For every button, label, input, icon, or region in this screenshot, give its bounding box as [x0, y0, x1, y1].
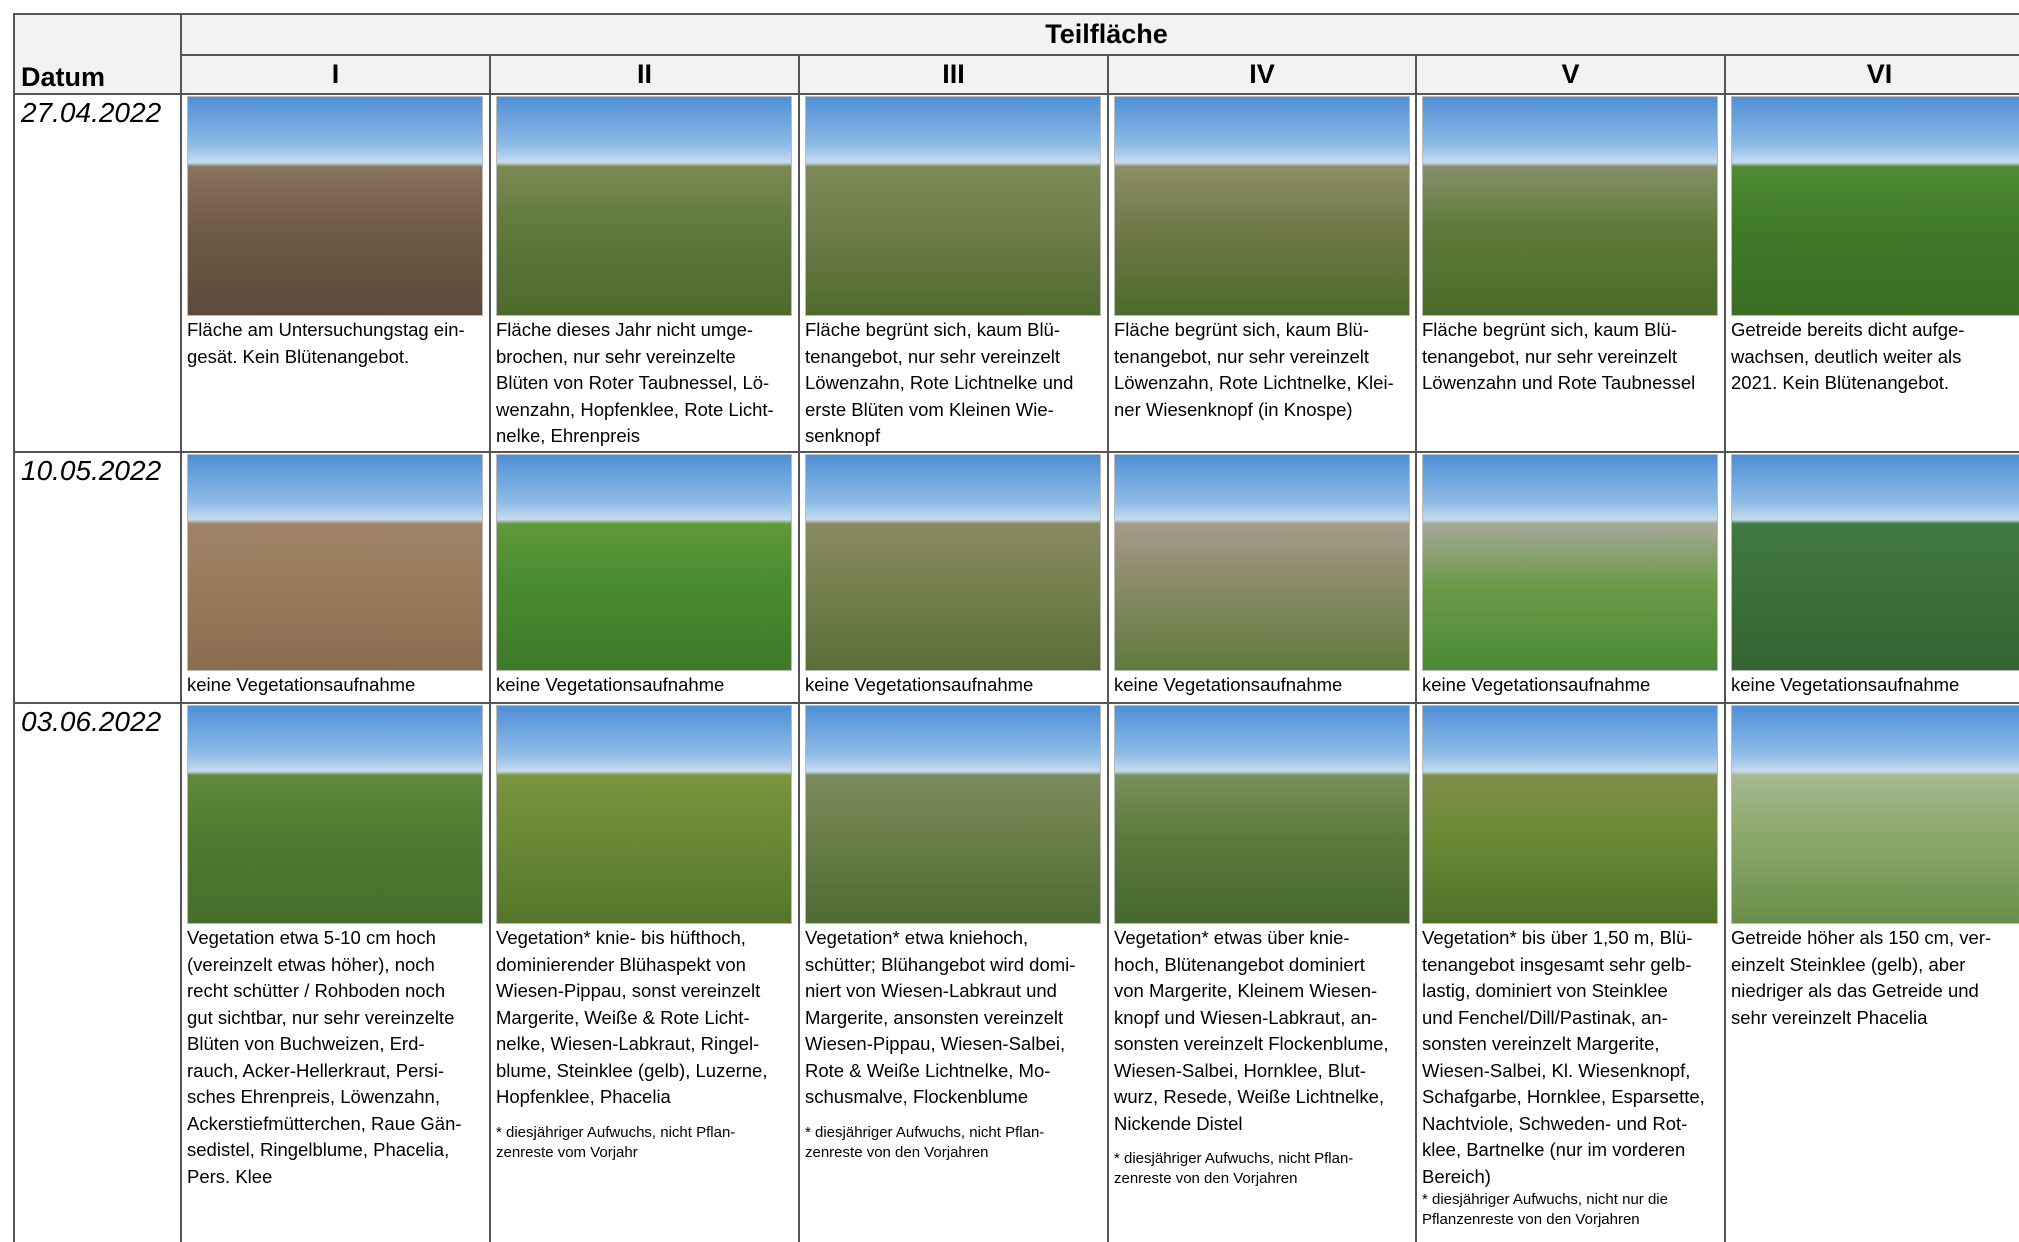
cell-text: Vegetation etwa 5-10 cm hoch (vereinzelt… — [187, 927, 462, 1187]
cell-text: keine Vegetationsaufnahme — [1114, 674, 1343, 695]
photo — [496, 96, 792, 316]
cell-text: keine Vegetationsaufnahme — [805, 674, 1034, 695]
date-cell: 10.05.2022 — [13, 451, 182, 704]
photo — [1114, 705, 1410, 924]
photo — [1422, 454, 1718, 671]
photo — [496, 705, 792, 924]
photo — [805, 705, 1101, 924]
cell-text: Fläche begrünt sich, kaum Blü- tenangebo… — [805, 319, 1074, 446]
cell-text: Fläche begrünt sich, kaum Blü- tenangebo… — [1422, 319, 1696, 393]
photo — [1114, 454, 1410, 671]
photo — [187, 705, 483, 924]
photo — [1731, 705, 2019, 924]
photo — [1731, 96, 2019, 316]
column-header: IV — [1107, 54, 1417, 95]
photo — [1422, 705, 1718, 924]
cell-text: Fläche begrünt sich, kaum Blü- tenangebo… — [1114, 319, 1394, 420]
cell-text: Fläche dieses Jahr nicht umge- brochen, … — [496, 319, 774, 446]
cell-text: Vegetation* etwas über knie- hoch, Blüte… — [1114, 925, 1414, 1189]
footnote: * diesjähriger Aufwuchs, nicht Pflan- ze… — [1114, 1150, 1354, 1187]
photo — [1731, 454, 2019, 671]
footnote: * diesjähriger Aufwuchs, nicht Pflan- ze… — [805, 1123, 1045, 1161]
column-header: III — [798, 54, 1109, 95]
cell-text: Getreide bereits dicht aufge- wachsen, d… — [1731, 319, 1965, 393]
table-cell — [1724, 702, 2019, 1242]
column-header: VI — [1724, 54, 2019, 95]
photo — [1114, 96, 1410, 316]
photo — [805, 454, 1101, 671]
footnote: * diesjähriger Aufwuchs, nicht nur die P… — [1422, 1191, 1668, 1228]
date-cell: 03.06.2022 — [13, 702, 182, 1242]
cell-text: Vegetation* knie- bis hüfthoch, dominier… — [496, 925, 796, 1163]
column-header: II — [489, 54, 800, 95]
footnote: * diesjähriger Aufwuchs, nicht Pflan- ze… — [496, 1123, 736, 1161]
cell-text: keine Vegetationsaufnahme — [496, 674, 725, 695]
group-header: Teilfläche — [180, 13, 2019, 56]
photo — [187, 454, 483, 671]
column-header: I — [180, 54, 491, 95]
photo — [1422, 96, 1718, 316]
photo — [805, 96, 1101, 316]
cell-text: keine Vegetationsaufnahme — [1422, 674, 1651, 695]
cell-text: Fläche am Untersuchungstag ein- gesät. K… — [187, 319, 465, 367]
cell-text: Vegetation* bis über 1,50 m, Blü- tenang… — [1422, 925, 1722, 1230]
column-header: V — [1415, 54, 1726, 95]
photo — [187, 96, 483, 316]
photo — [496, 454, 792, 671]
date-header: Datum — [13, 13, 182, 95]
date-cell: 27.04.2022 — [13, 93, 182, 453]
cell-text: keine Vegetationsaufnahme — [1731, 674, 1960, 695]
cell-text: Getreide höher als 150 cm, ver- einzelt … — [1731, 927, 1992, 1028]
cell-text: keine Vegetationsaufnahme — [187, 674, 416, 695]
cell-text: Vegetation* etwa kniehoch, schütter; Blü… — [805, 925, 1105, 1163]
